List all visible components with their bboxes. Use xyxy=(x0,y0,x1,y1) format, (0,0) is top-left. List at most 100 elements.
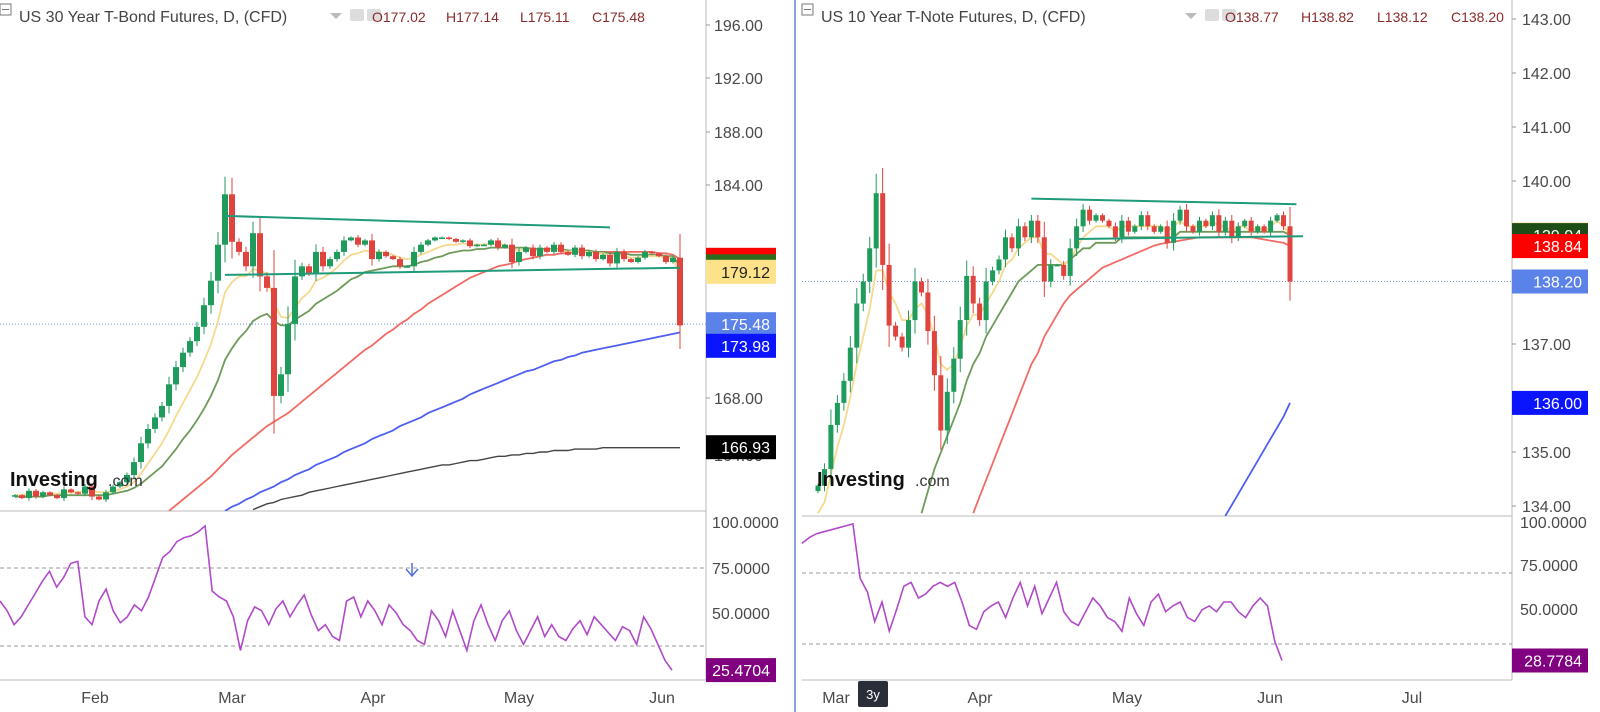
candle[interactable] xyxy=(173,361,179,391)
candle[interactable] xyxy=(996,255,1002,275)
candle[interactable] xyxy=(847,336,853,393)
price-plot-area[interactable] xyxy=(0,176,706,511)
candle[interactable] xyxy=(1041,221,1047,297)
candle[interactable] xyxy=(159,401,165,422)
candle[interactable] xyxy=(194,321,200,347)
candle[interactable] xyxy=(551,242,557,255)
candle[interactable] xyxy=(89,483,95,501)
candle[interactable] xyxy=(411,246,417,272)
candle[interactable] xyxy=(201,297,207,335)
candle[interactable] xyxy=(1022,222,1028,242)
candle[interactable] xyxy=(677,233,683,349)
candle[interactable] xyxy=(912,267,918,334)
candle[interactable] xyxy=(1197,216,1202,236)
candle[interactable] xyxy=(467,238,473,249)
candle[interactable] xyxy=(278,366,284,404)
candle[interactable] xyxy=(1009,233,1015,253)
candle[interactable] xyxy=(899,332,905,352)
trendline-upper[interactable] xyxy=(1031,197,1297,206)
candle[interactable] xyxy=(537,244,543,260)
trendline-lower[interactable] xyxy=(1076,235,1303,240)
candle[interactable] xyxy=(919,277,924,297)
candle[interactable] xyxy=(12,494,18,498)
candle[interactable] xyxy=(600,253,606,261)
eye-icon[interactable] xyxy=(1222,9,1236,21)
candle[interactable] xyxy=(642,249,648,260)
date-axis[interactable]: Feb Mar Apr May Jun xyxy=(81,690,675,707)
settings-icon[interactable] xyxy=(1205,9,1219,21)
candle[interactable] xyxy=(313,244,319,282)
candle[interactable] xyxy=(26,488,32,501)
candle[interactable] xyxy=(579,244,585,260)
candle[interactable] xyxy=(215,232,221,294)
candle[interactable] xyxy=(860,273,866,312)
candle[interactable] xyxy=(1281,211,1286,231)
candle[interactable] xyxy=(1145,211,1151,231)
candle[interactable] xyxy=(614,247,620,268)
candle[interactable] xyxy=(983,267,989,334)
candle[interactable] xyxy=(1093,213,1099,223)
candle[interactable] xyxy=(481,243,487,247)
candle[interactable] xyxy=(40,490,46,499)
candle[interactable] xyxy=(327,256,333,269)
candle[interactable] xyxy=(355,234,361,248)
candle[interactable] xyxy=(931,315,937,391)
chevron-down-icon[interactable] xyxy=(330,13,342,19)
candle[interactable] xyxy=(663,254,669,264)
candle[interactable] xyxy=(110,484,116,495)
candle[interactable] xyxy=(1158,224,1164,234)
candle[interactable] xyxy=(229,177,235,259)
candle[interactable] xyxy=(828,409,834,485)
candle[interactable] xyxy=(439,236,445,239)
candle[interactable] xyxy=(418,242,424,255)
candle[interactable] xyxy=(474,243,480,248)
candle[interactable] xyxy=(938,355,944,450)
candle[interactable] xyxy=(1067,238,1073,286)
candle[interactable] xyxy=(1028,214,1034,244)
candle[interactable] xyxy=(180,347,186,373)
candle[interactable] xyxy=(397,256,403,269)
candle[interactable] xyxy=(1229,214,1235,244)
candle[interactable] xyxy=(1190,224,1196,234)
candle[interactable] xyxy=(530,244,536,260)
candle[interactable] xyxy=(1106,218,1112,229)
candle[interactable] xyxy=(635,256,641,264)
candle[interactable] xyxy=(558,242,564,255)
candle[interactable] xyxy=(1015,218,1021,257)
candle[interactable] xyxy=(250,221,256,278)
candle[interactable] xyxy=(103,489,109,503)
candle[interactable] xyxy=(320,246,326,272)
candle[interactable] xyxy=(1255,224,1261,234)
candle[interactable] xyxy=(516,248,522,266)
candle[interactable] xyxy=(54,494,60,500)
price-axis[interactable]: 143.00 142.00 141.00 140.00 137.00 135.00 134.… xyxy=(1512,12,1588,516)
candle[interactable] xyxy=(1087,205,1093,225)
candle[interactable] xyxy=(944,378,950,444)
eye-icon[interactable] xyxy=(367,9,381,21)
candle[interactable] xyxy=(1235,222,1241,242)
candle[interactable] xyxy=(656,252,662,258)
candle[interactable] xyxy=(257,218,263,292)
candle[interactable] xyxy=(502,243,508,249)
chevron-down-icon[interactable] xyxy=(1185,13,1197,19)
candle[interactable] xyxy=(670,256,676,264)
candle[interactable] xyxy=(369,233,375,266)
candle[interactable] xyxy=(990,266,996,286)
candle[interactable] xyxy=(593,249,599,262)
candle[interactable] xyxy=(565,250,571,256)
candle[interactable] xyxy=(453,237,459,243)
rsi-panel[interactable]: 100.0000 75.0000 50.0000 28.7784 xyxy=(801,515,1588,673)
candle[interactable] xyxy=(362,238,368,247)
candle[interactable] xyxy=(208,272,214,314)
candle[interactable] xyxy=(222,176,228,263)
candle[interactable] xyxy=(61,486,67,502)
candle[interactable] xyxy=(299,262,305,280)
price-plot-area[interactable] xyxy=(802,168,1512,516)
candle[interactable] xyxy=(264,272,270,292)
candle[interactable] xyxy=(964,260,970,336)
candle[interactable] xyxy=(834,395,840,433)
candle[interactable] xyxy=(68,488,74,494)
candle[interactable] xyxy=(1054,263,1060,267)
candle[interactable] xyxy=(488,238,494,247)
candle[interactable] xyxy=(1003,229,1008,268)
